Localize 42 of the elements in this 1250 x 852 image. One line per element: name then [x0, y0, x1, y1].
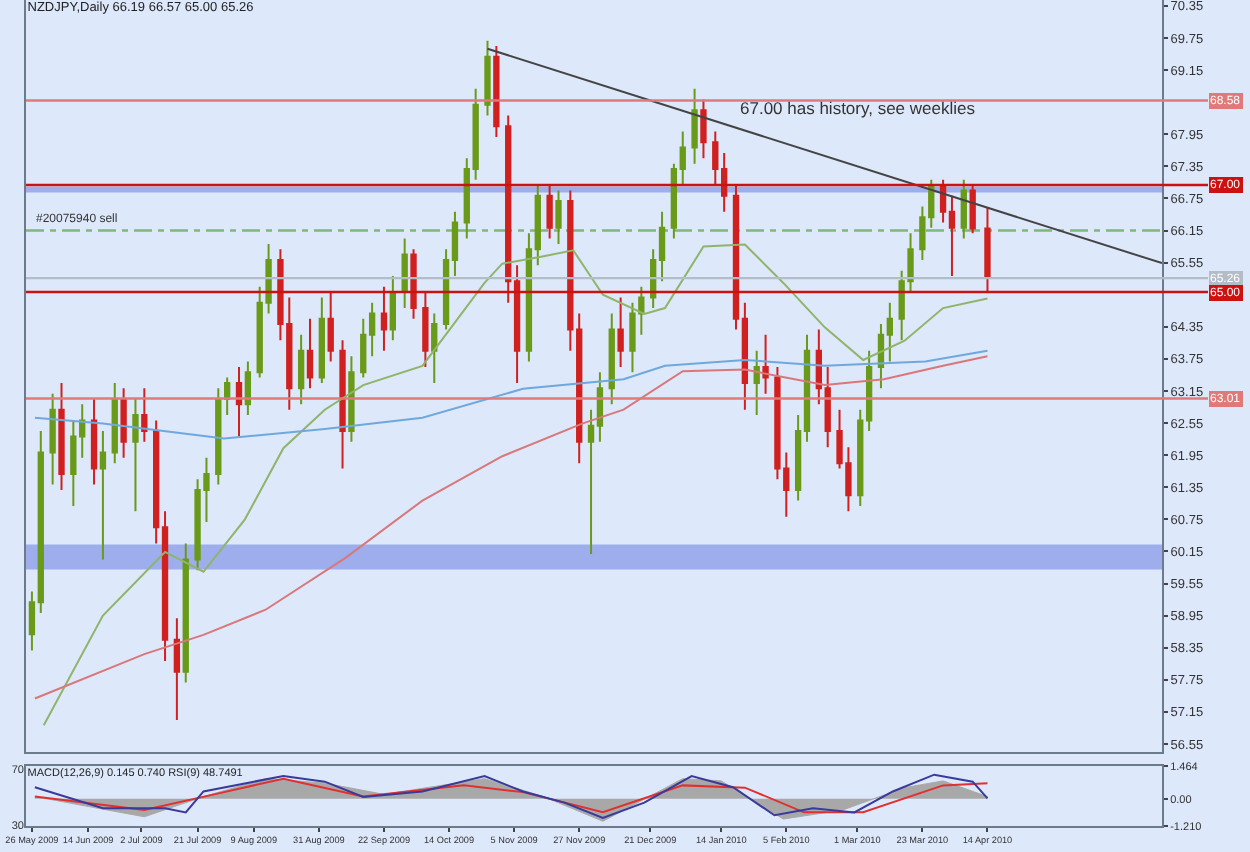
- candlestick: [546, 184, 553, 240]
- candlestick: [762, 333, 769, 395]
- candlestick: [691, 87, 698, 165]
- candlestick: [608, 312, 615, 406]
- candlestick: [141, 387, 148, 443]
- candlestick: [327, 291, 334, 363]
- candlestick: [389, 274, 396, 342]
- candlestick: [960, 178, 967, 240]
- annotation: 67.00 has history, see weeklies: [740, 98, 975, 118]
- candlestick: [111, 381, 118, 465]
- candlestick: [410, 248, 417, 320]
- line-series: [42, 243, 989, 727]
- candlestick: [380, 285, 388, 352]
- candlestick: [984, 207, 991, 294]
- candlestick: [132, 398, 139, 513]
- candlestick: [422, 291, 429, 368]
- candlestick: [173, 617, 181, 721]
- candlestick: [431, 312, 438, 384]
- candlestick: [318, 296, 325, 384]
- line-series: [33, 349, 989, 440]
- candlestick: [90, 398, 98, 486]
- candlestick: [120, 387, 127, 459]
- candlestick: [555, 189, 562, 245]
- candlestick: [306, 317, 314, 390]
- candlestick: [297, 333, 305, 406]
- candlestick: [215, 387, 222, 486]
- candlestick: [244, 360, 252, 417]
- candlestick: [58, 381, 65, 491]
- candlestick: [235, 365, 243, 438]
- candlestick: [493, 45, 500, 138]
- candlestick: [99, 430, 107, 561]
- candlestick: [753, 349, 760, 417]
- candlestick: [348, 355, 355, 443]
- candlestick: [339, 339, 346, 470]
- candlestick: [182, 542, 189, 684]
- candlestick: [484, 39, 491, 117]
- candlestick: [617, 296, 624, 368]
- candlestick: [401, 237, 408, 310]
- candlestick: [969, 184, 976, 235]
- candlestick: [49, 392, 56, 486]
- candlestick: [700, 98, 707, 160]
- candlestick: [224, 376, 231, 417]
